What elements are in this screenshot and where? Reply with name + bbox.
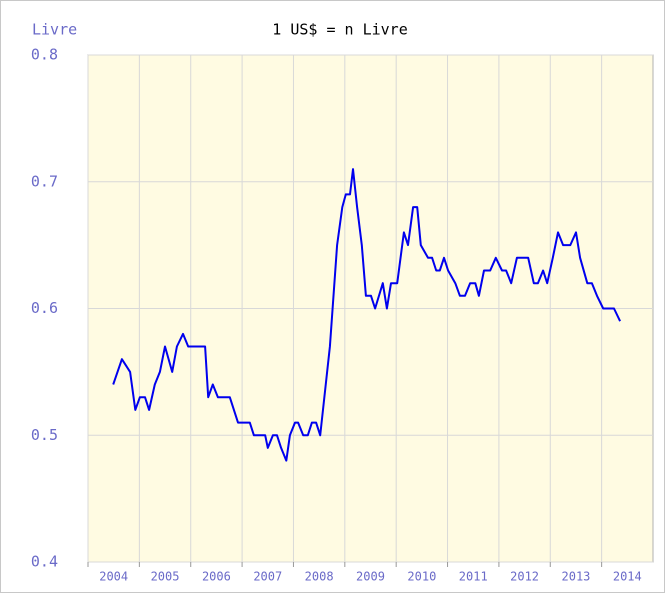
- y-tick-label: 0.6: [31, 299, 58, 317]
- y-tick-label: 0.8: [31, 46, 58, 64]
- x-tick-label: 2009: [356, 570, 385, 584]
- x-tick-label: 2014: [613, 570, 642, 584]
- x-tick-label: 2006: [202, 570, 231, 584]
- y-tick-label: 0.7: [31, 172, 58, 190]
- x-tick-label: 2005: [151, 570, 180, 584]
- y-tick-label: 0.5: [31, 426, 58, 444]
- y-axis-label: Livre: [32, 21, 77, 39]
- x-tick-label: 2010: [407, 570, 436, 584]
- x-tick-label: 2008: [305, 570, 334, 584]
- y-tick-label: 0.4: [31, 553, 58, 571]
- chart-title: 1 US$ = n Livre: [272, 21, 407, 39]
- x-tick-label: 2013: [562, 570, 591, 584]
- line: [112, 168, 622, 462]
- x-tick-label: 2012: [510, 570, 539, 584]
- x-tick-label: 2007: [253, 570, 282, 584]
- x-tick-label: 2004: [99, 570, 128, 584]
- x-tick-label: 2011: [459, 570, 488, 584]
